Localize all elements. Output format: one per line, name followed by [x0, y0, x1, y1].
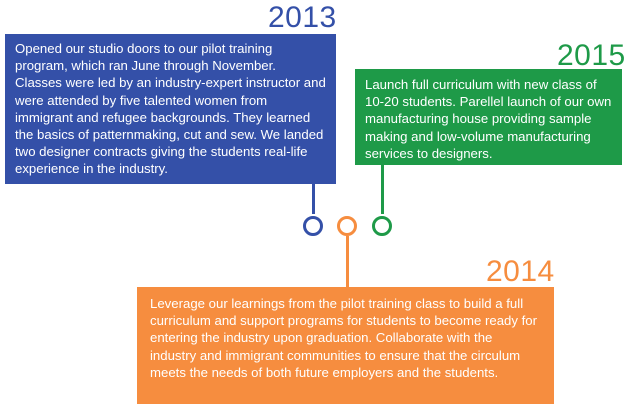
entry-2015-text: Launch full curriculum with new class of…: [365, 77, 612, 161]
node-2014: [337, 216, 357, 236]
entry-2013-connector: [312, 184, 315, 214]
node-2015: [372, 216, 392, 236]
year-2013-label: 2013: [268, 1, 337, 34]
node-2013: [303, 216, 323, 236]
entry-2013-box: Opened our studio doors to our pilot tra…: [5, 34, 336, 184]
entry-2014-box: Leverage our learnings from the pilot tr…: [137, 287, 554, 404]
entry-2015-box: Launch full curriculum with new class of…: [355, 69, 622, 165]
year-2015-label: 2015: [557, 39, 626, 72]
entry-2015-connector: [381, 165, 384, 214]
entry-2014-text: Leverage our learnings from the pilot tr…: [150, 296, 538, 380]
year-2014-label: 2014: [486, 255, 555, 288]
entry-2014-connector: [346, 236, 349, 287]
entry-2013-text: Opened our studio doors to our pilot tra…: [15, 41, 326, 177]
